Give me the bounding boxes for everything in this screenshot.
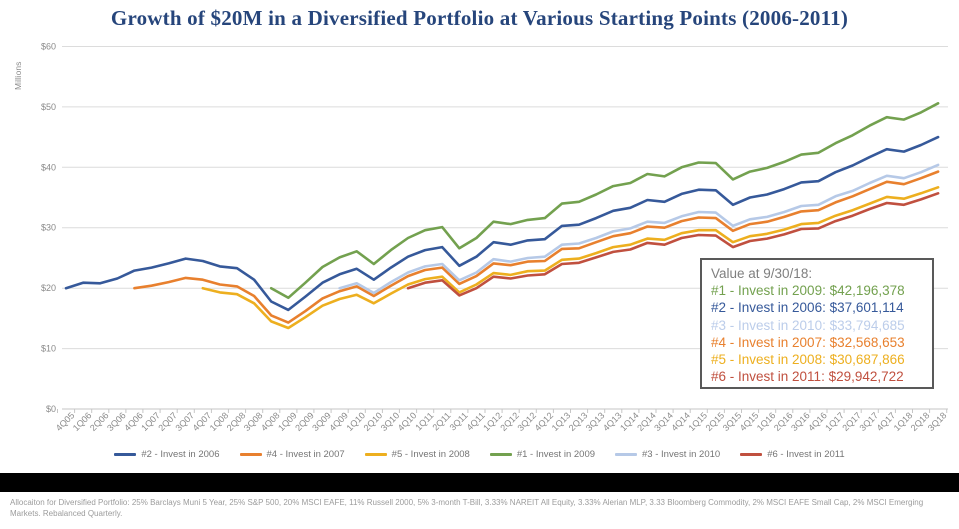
x-tick-label: 1Q09 <box>276 410 299 433</box>
series-line-1-invest-in-2009 <box>269 102 940 300</box>
legend-item-6-invest-in-2011: #6 - Invest in 2011 <box>740 449 845 460</box>
series-line-6-invest-in-2011 <box>406 192 940 297</box>
x-tick-label: 4Q12 <box>533 410 556 433</box>
x-tick-label: 3Q08 <box>242 410 265 433</box>
x-tick-label: 1Q10 <box>344 410 367 433</box>
x-tick-label: 2Q06 <box>88 410 111 433</box>
x-tick-label: 4Q10 <box>396 410 419 433</box>
legend-label: #3 - Invest in 2010 <box>642 449 721 460</box>
x-tick-label: 2Q15 <box>704 410 727 433</box>
x-tick-label: 2Q08 <box>225 410 248 433</box>
y-tick-label: $10 <box>41 344 56 354</box>
x-tick-label: 3Q07 <box>173 410 196 433</box>
x-tick-label: 2Q16 <box>772 410 795 433</box>
x-tick-label: 3Q15 <box>721 410 744 433</box>
x-tick-label: 1Q16 <box>755 410 778 433</box>
x-tick-label: 4Q06 <box>122 410 145 433</box>
y-tick-label: $20 <box>41 283 56 293</box>
series-line-5-invest-in-2008 <box>201 186 940 330</box>
x-tick-label: 3Q12 <box>515 410 538 433</box>
x-tick-label: 3Q17 <box>857 410 880 433</box>
x-tick-label: 3Q10 <box>379 410 402 433</box>
x-tick-label: 1Q12 <box>481 410 504 433</box>
legend-line-marker <box>114 453 137 456</box>
x-tick-label: 4Q16 <box>806 410 829 433</box>
x-tick-label: 2Q13 <box>567 410 590 433</box>
x-tick-label: 3Q06 <box>105 410 128 433</box>
x-tick-label: 4Q15 <box>738 410 761 433</box>
x-tick-label: 1Q17 <box>823 410 846 433</box>
x-tick-label: 2Q11 <box>430 410 452 432</box>
chart-title: Growth of $20M in a Diversified Portfoli… <box>110 6 849 30</box>
value-box-entry: #2 - Invest in 2006: $37,601,114 <box>711 300 904 316</box>
legend-line-marker <box>740 453 763 456</box>
x-tick-label: 1Q06 <box>71 410 94 433</box>
x-tick-label: 4Q09 <box>327 410 350 433</box>
x-tick-label: 3Q09 <box>310 410 333 433</box>
legend-item-5-invest-in-2008: #5 - Invest in 2008 <box>364 449 470 460</box>
x-tick-label: 1Q07 <box>139 410 162 433</box>
x-tick-label: 2Q14 <box>635 410 658 433</box>
x-tick-label: 3Q14 <box>652 410 675 433</box>
x-tick-label: 4Q14 <box>669 410 692 433</box>
value-box: Value at 9/30/18: #1 - Invest in 2009: $… <box>700 258 934 389</box>
x-tick-label: 1Q13 <box>550 410 573 433</box>
value-box-entry: #3 - Invest in 2010: $33,794,685 <box>711 317 905 333</box>
x-tick-label: 1Q08 <box>208 410 231 433</box>
legend-label: #1 - Invest in 2009 <box>516 449 596 460</box>
x-tick-label: 3Q16 <box>789 410 812 433</box>
legend-line-marker <box>615 453 638 456</box>
value-box-entry: #4 - Invest in 2007: $32,568,653 <box>711 334 905 350</box>
divider-bar <box>0 473 959 492</box>
series-line-4-invest-in-2007 <box>133 170 940 324</box>
y-tick-label: $60 <box>41 42 56 52</box>
legend-label: #6 - Invest in 2011 <box>767 449 845 460</box>
legend-label: #4 - Invest in 2007 <box>266 449 345 460</box>
x-tick-label: 2Q09 <box>293 410 316 433</box>
x-tick-label: 1Q15 <box>686 410 709 433</box>
legend-item-3-invest-in-2010: #3 - Invest in 2010 <box>615 449 720 460</box>
legend-line-marker <box>489 453 512 456</box>
x-tick-label: 1Q18 <box>892 410 915 433</box>
legend-label: #5 - Invest in 2008 <box>391 449 470 460</box>
y-tick-label: $0 <box>46 404 56 414</box>
y-tick-label: $50 <box>41 102 56 112</box>
value-box-title: Value at 9/30/18: <box>711 266 813 281</box>
x-tick-label: 4Q08 <box>259 410 282 433</box>
x-tick-label: 1Q14 <box>618 410 641 433</box>
x-tick-label: 2Q12 <box>498 410 521 433</box>
x-tick-label: 2Q10 <box>362 410 385 433</box>
footnote: Allocaiton for Diversified Portfolio: 25… <box>10 498 924 518</box>
legend-item-1-invest-in-2009: #1 - Invest in 2009 <box>489 449 596 460</box>
series-line-3-invest-in-2010 <box>338 163 940 295</box>
x-tick-label: 4Q13 <box>601 410 624 433</box>
legend-item-2-invest-in-2006: #2 - Invest in 2006 <box>114 449 220 460</box>
value-box-entry: #1 - Invest in 2009: $42,196,378 <box>711 283 905 299</box>
y-tick-label: $40 <box>41 162 56 172</box>
legend-line-marker <box>364 453 387 456</box>
x-tick-label: 3Q18 <box>926 410 949 433</box>
legend-label: #2 - Invest in 2006 <box>141 449 220 460</box>
x-tick-label: 2Q07 <box>156 410 179 433</box>
x-tick-label: 1Q11 <box>413 410 435 432</box>
value-box-entry: #6 - Invest in 2011: $29,942,722 <box>711 369 904 385</box>
x-tick-label: 4Q17 <box>875 410 898 433</box>
portfolio-growth-chart: $0 $10 $20 $30 $40 $50 $60 Millions 4Q051Q062Q06… <box>13 42 949 433</box>
value-box-entry: #5 - Invest in 2008: $30,687,866 <box>711 352 905 368</box>
legend-line-marker <box>239 453 262 456</box>
x-tick-label: 3Q13 <box>584 410 607 433</box>
x-tick-label: 3Q11 <box>448 410 470 432</box>
series-line-2-invest-in-2006 <box>64 135 940 312</box>
x-tick-label: 4Q05 <box>54 410 77 433</box>
value-box-entries: #1 - Invest in 2009: $42,196,378 #2 - Inv… <box>711 282 923 385</box>
x-tick-label: 2Q17 <box>840 410 863 433</box>
y-axis-unit-label: Millions <box>13 62 23 90</box>
legend-item-4-invest-in-2007: #4 - Invest in 2007 <box>239 449 345 460</box>
x-tick-label: 2Q18 <box>909 410 932 433</box>
chart-legend: #2 - Invest in 2006 #4 - Invest in 2007 #5… <box>0 449 959 460</box>
x-tick-label: 4Q07 <box>191 410 214 433</box>
y-tick-label: $30 <box>41 223 56 233</box>
